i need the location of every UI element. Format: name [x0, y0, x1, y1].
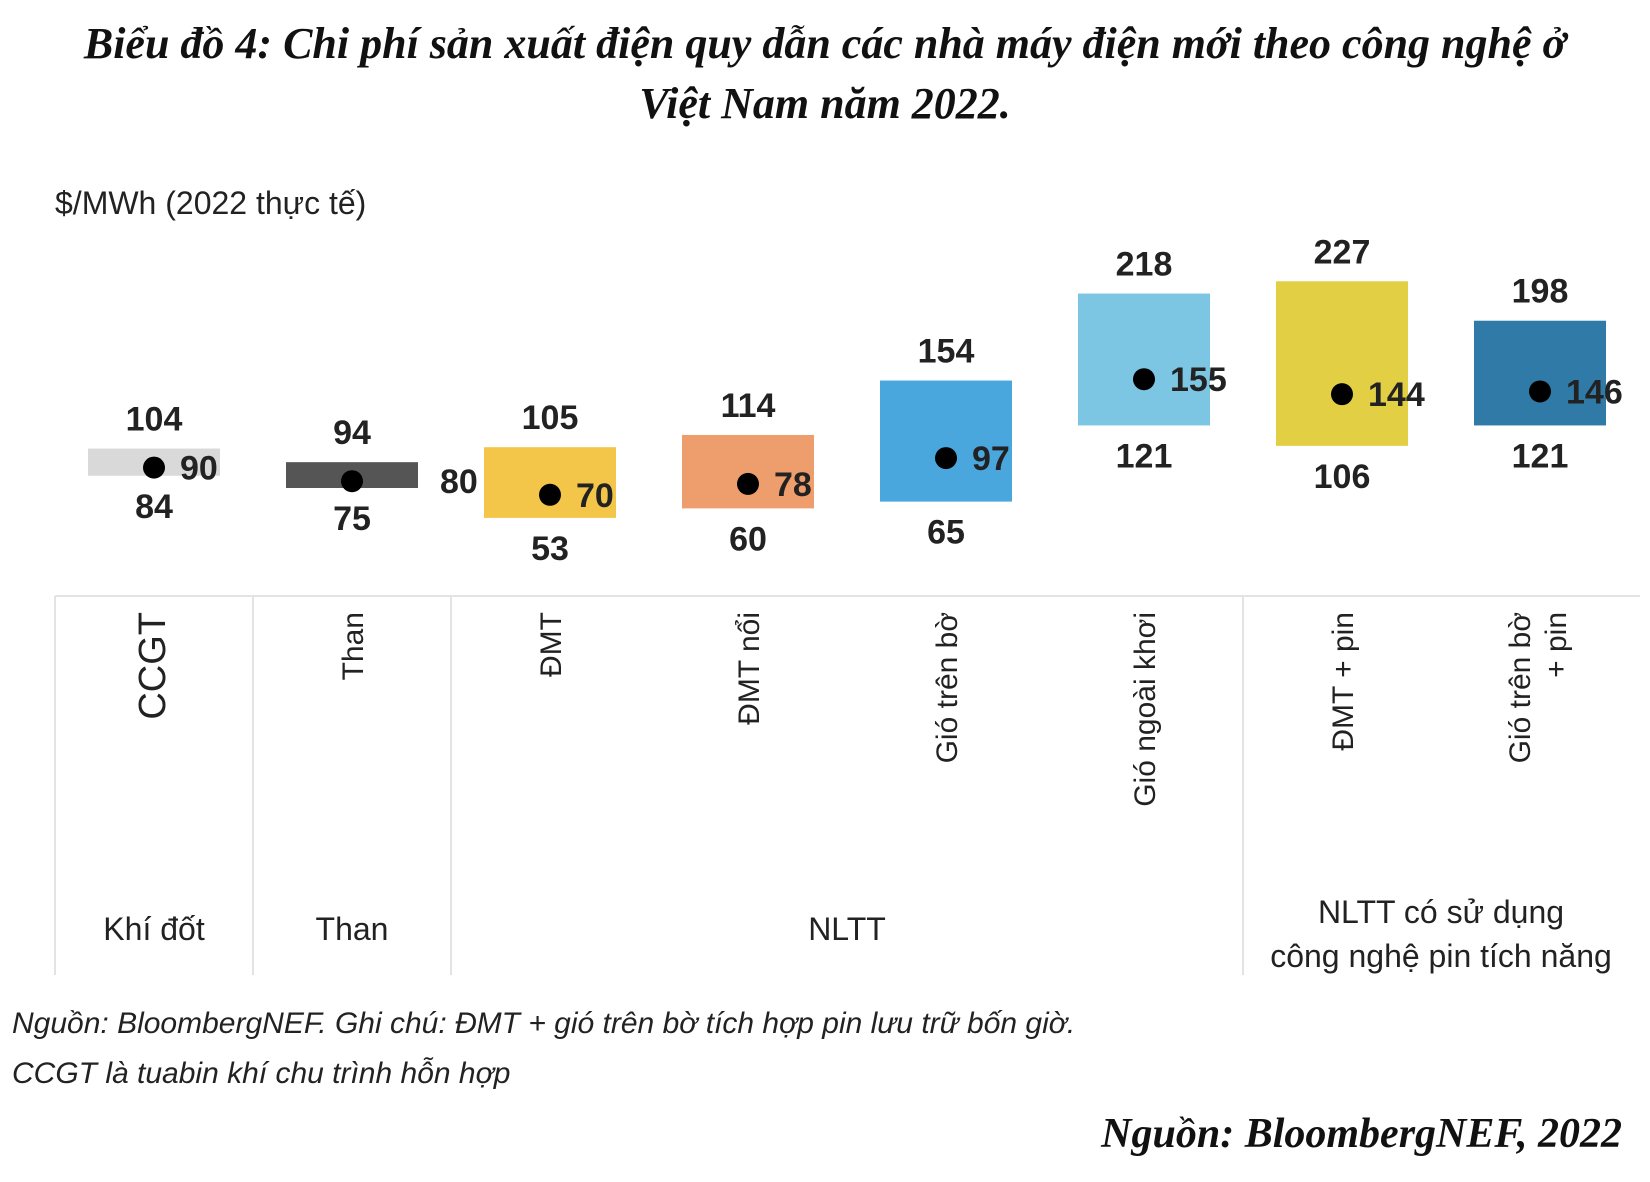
- group-label-1: Than: [316, 911, 389, 947]
- group-label-0: Khí đốt: [103, 911, 205, 947]
- high-label-5: 218: [1116, 246, 1173, 284]
- range-bar-5: [1078, 293, 1210, 426]
- high-label-4: 154: [918, 333, 975, 371]
- midpoint-label-0: 90: [180, 450, 218, 488]
- midpoint-label-7: 146: [1566, 373, 1623, 411]
- high-label-1: 94: [333, 414, 371, 452]
- range-bar-6: [1276, 281, 1408, 446]
- low-label-0: 84: [135, 488, 173, 526]
- range-bar-3: [682, 434, 814, 509]
- category-label-5: Gió ngoài khơi: [1129, 612, 1162, 807]
- chart-title-line-2: Việt Nam năm 2022.: [639, 79, 1011, 128]
- category-label-7: Gió trên bờ + pin: [1504, 612, 1573, 763]
- low-label-3: 60: [729, 520, 767, 558]
- category-label-5-line-0: Gió ngoài khơi: [1129, 612, 1162, 807]
- high-label-6: 227: [1314, 233, 1371, 271]
- low-label-4: 65: [927, 514, 965, 552]
- high-label-0: 104: [126, 401, 183, 439]
- high-label-3: 114: [721, 387, 776, 425]
- midpoint-label-1: 80: [440, 463, 478, 501]
- low-label-7: 121: [1512, 437, 1569, 475]
- low-label-5: 121: [1116, 437, 1173, 475]
- category-label-0-line-0: CCGT: [132, 612, 174, 720]
- midpoint-label-2: 70: [576, 477, 614, 515]
- category-label-6-line-0: ĐMT + pin: [1327, 612, 1360, 751]
- group-label-3-line-1: công nghệ pin tích năng: [1270, 938, 1612, 974]
- low-label-6: 106: [1314, 458, 1371, 496]
- midpoint-dot-2: [539, 483, 561, 506]
- category-label-0: CCGT: [132, 612, 174, 720]
- category-label-3: ĐMT nổi: [733, 612, 766, 725]
- category-label-1-line-0: Than: [337, 612, 370, 680]
- y-axis-unit-label: $/MWh (2022 thực tế): [55, 185, 367, 221]
- chart-title: Biểu đồ 4: Chi phí sản xuất điện quy dẫn…: [20, 14, 1630, 134]
- low-label-2: 53: [531, 530, 569, 568]
- footnote-line-2: CCGT là tuabin khí chu trình hỗn hợp: [12, 1057, 511, 1090]
- midpoint-dot-3: [737, 472, 759, 495]
- category-label-3-line-0: ĐMT nổi: [733, 612, 766, 725]
- category-label-4-line-0: Gió trên bờ: [931, 612, 964, 763]
- category-label-2-line-0: ĐMT: [535, 612, 568, 677]
- midpoint-label-5: 155: [1170, 361, 1227, 399]
- source-credit: Nguồn: BloombergNEF, 2022: [1101, 1111, 1622, 1157]
- high-label-2: 105: [522, 399, 579, 437]
- midpoint-label-3: 78: [774, 466, 812, 504]
- midpoint-dot-0: [143, 456, 165, 479]
- footnote-line-1: Nguồn: BloombergNEF. Ghi chú: ĐMT + gió …: [12, 1007, 1076, 1040]
- category-label-4: Gió trên bờ: [931, 612, 964, 763]
- category-label-1: Than: [337, 612, 370, 680]
- midpoint-label-6: 144: [1368, 376, 1425, 414]
- low-label-1: 75: [333, 500, 371, 538]
- group-label-3-line-0: NLTT có sử dụng: [1318, 894, 1564, 930]
- chart-title-line-1: Biểu đồ 4: Chi phí sản xuất điện quy dẫn…: [83, 19, 1567, 68]
- midpoint-dot-7: [1529, 380, 1551, 403]
- midpoint-label-4: 97: [972, 440, 1010, 478]
- group-label-2: NLTT: [808, 911, 886, 947]
- category-label-6: ĐMT + pin: [1327, 612, 1360, 751]
- range-bar-4: [880, 380, 1012, 502]
- midpoint-dot-6: [1331, 383, 1353, 406]
- category-label-7-line-1: + pin: [1540, 612, 1573, 678]
- category-label-7-line-0: Gió trên bờ: [1504, 612, 1537, 763]
- high-label-7: 198: [1512, 273, 1569, 311]
- range-bar-2: [484, 447, 616, 518]
- category-label-2: ĐMT: [535, 612, 568, 677]
- midpoint-dot-1: [341, 470, 363, 493]
- range-bar-7: [1474, 320, 1606, 426]
- midpoint-dot-5: [1133, 368, 1155, 391]
- midpoint-dot-4: [935, 447, 957, 470]
